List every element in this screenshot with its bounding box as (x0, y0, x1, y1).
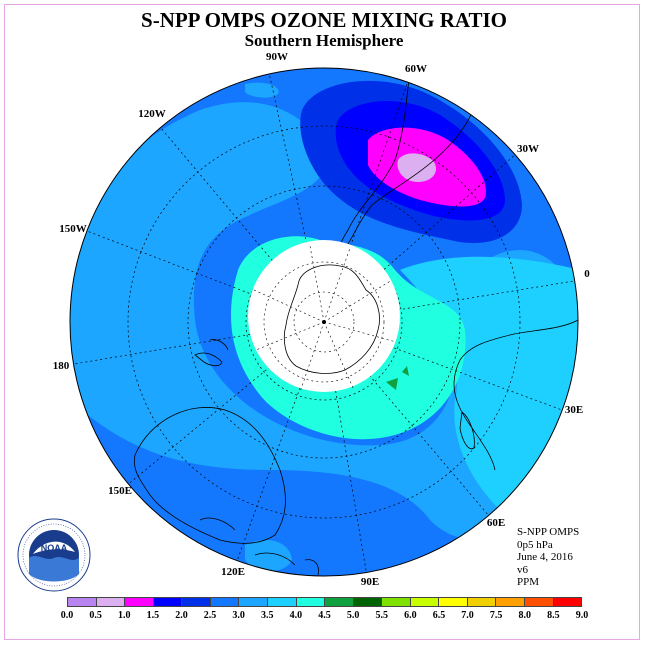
colorbar-swatch (68, 598, 97, 606)
colorbar-ticks: 0.0 0.5 1.0 1.5 2.0 2.5 3.0 3.5 4.0 4.5 5.0 5.5 6.0 6… (61, 610, 589, 624)
colorbar-tick-label: 0.0 (60, 610, 74, 621)
lon-label-150e: 150E (108, 485, 132, 497)
lon-label-120e: 120E (221, 566, 245, 578)
ozone-spot-green-2 (402, 366, 409, 376)
coast-australia (133, 407, 286, 544)
plot-subtitle: Southern Hemisphere (244, 31, 404, 50)
colorbar-swatch (382, 598, 411, 606)
info-instrument: S-NPP OMPS (517, 526, 580, 538)
antarctica-overlay (283, 264, 380, 374)
colorbar (67, 597, 582, 607)
colorbar-swatch (153, 598, 183, 606)
colorbar-swatch (267, 598, 297, 606)
plot-title: S-NPP OMPS OZONE MIXING RATIO (141, 8, 507, 32)
colorbar-tick-label: 1.5 (146, 610, 160, 621)
noaa-logo-text: NOAA (41, 543, 68, 553)
colorbar-swatch (525, 598, 554, 606)
colorbar-tick-label: 7.5 (489, 610, 503, 621)
colorbar-tick-label: 3.5 (261, 610, 274, 621)
colorbar-tick-label: 6.5 (432, 610, 446, 621)
lon-label-90e: 90E (360, 576, 380, 588)
colorbar-swatch (353, 598, 383, 606)
colorbar-swatch (182, 598, 211, 606)
ozone-contour-0-5 (397, 153, 437, 182)
colorbar-tick-label: 5.5 (375, 610, 388, 621)
colorbar-swatch (553, 598, 582, 606)
colorbar-swatch (467, 598, 497, 606)
lon-label-150w: 150W (59, 223, 87, 235)
colorbar-tick-label: 3.0 (232, 610, 245, 621)
colorbar-tick-label: 2.0 (175, 610, 188, 621)
lon-label-60w: 60W (405, 63, 427, 75)
colorbar-swatch (96, 598, 126, 606)
info-date: June 4, 2016 (517, 551, 573, 563)
colorbar-tick-label: 5.0 (346, 610, 360, 621)
polar-no-data-disk (248, 240, 400, 392)
colorbar-swatch (125, 598, 154, 606)
colorbar-tick-label: 8.5 (547, 610, 560, 621)
coast-new-zealand (194, 339, 229, 367)
lon-label-180: 180 (52, 360, 70, 372)
map-boundary (69, 67, 579, 577)
colorbar-tick-label: 4.5 (318, 610, 331, 621)
colorbar-tick-label: 0.5 (89, 610, 102, 621)
info-block: S-NPP OMPS 0p5 hPa June 4, 2016 v6 PPM (517, 526, 579, 589)
colorbar-tick-label: 4.0 (289, 610, 303, 621)
lon-label-120w: 120W (138, 108, 166, 120)
colorbar-swatch (239, 598, 268, 606)
lon-label-0: 0 (584, 268, 590, 280)
ozone-patch-nw (245, 82, 279, 98)
colorbar-swatch (496, 598, 525, 606)
colorbar-tick-label: 6.0 (404, 610, 417, 621)
colorbar-swatch (439, 598, 468, 606)
colorbar-tick-label: 9.0 (575, 610, 589, 621)
lon-label-30e: 30E (564, 404, 584, 416)
south-pole-marker (322, 320, 326, 324)
noaa-logo: NOAA (17, 518, 91, 592)
lon-label-30w: 30W (517, 143, 539, 155)
ozone-spot-green-1 (386, 378, 398, 390)
colorbar-tick-label: 1.0 (117, 610, 131, 621)
info-version: v6 (517, 563, 528, 576)
colorbar-tick-label: 8.0 (518, 610, 532, 621)
lon-label-60e: 60E (486, 517, 506, 529)
colorbar-tick-label: 7.0 (461, 610, 474, 621)
ozone-patch-sw (245, 540, 292, 572)
plot-frame (4, 4, 640, 640)
lon-label-90w: 90W (266, 51, 288, 63)
coast-africa (453, 319, 578, 471)
info-level: 0p5 hPa (517, 538, 553, 551)
colorbar-tick-label: 2.5 (203, 610, 217, 621)
colorbar-swatch (410, 598, 440, 606)
coast-indonesia (199, 517, 319, 576)
info-units: PPM (517, 576, 540, 588)
inner-graticule (253, 245, 397, 393)
colorbar-swatch (210, 598, 240, 606)
colorbar-swatch (325, 598, 354, 606)
colorbar-swatch (296, 598, 326, 606)
ozone-patch-west (70, 315, 119, 357)
